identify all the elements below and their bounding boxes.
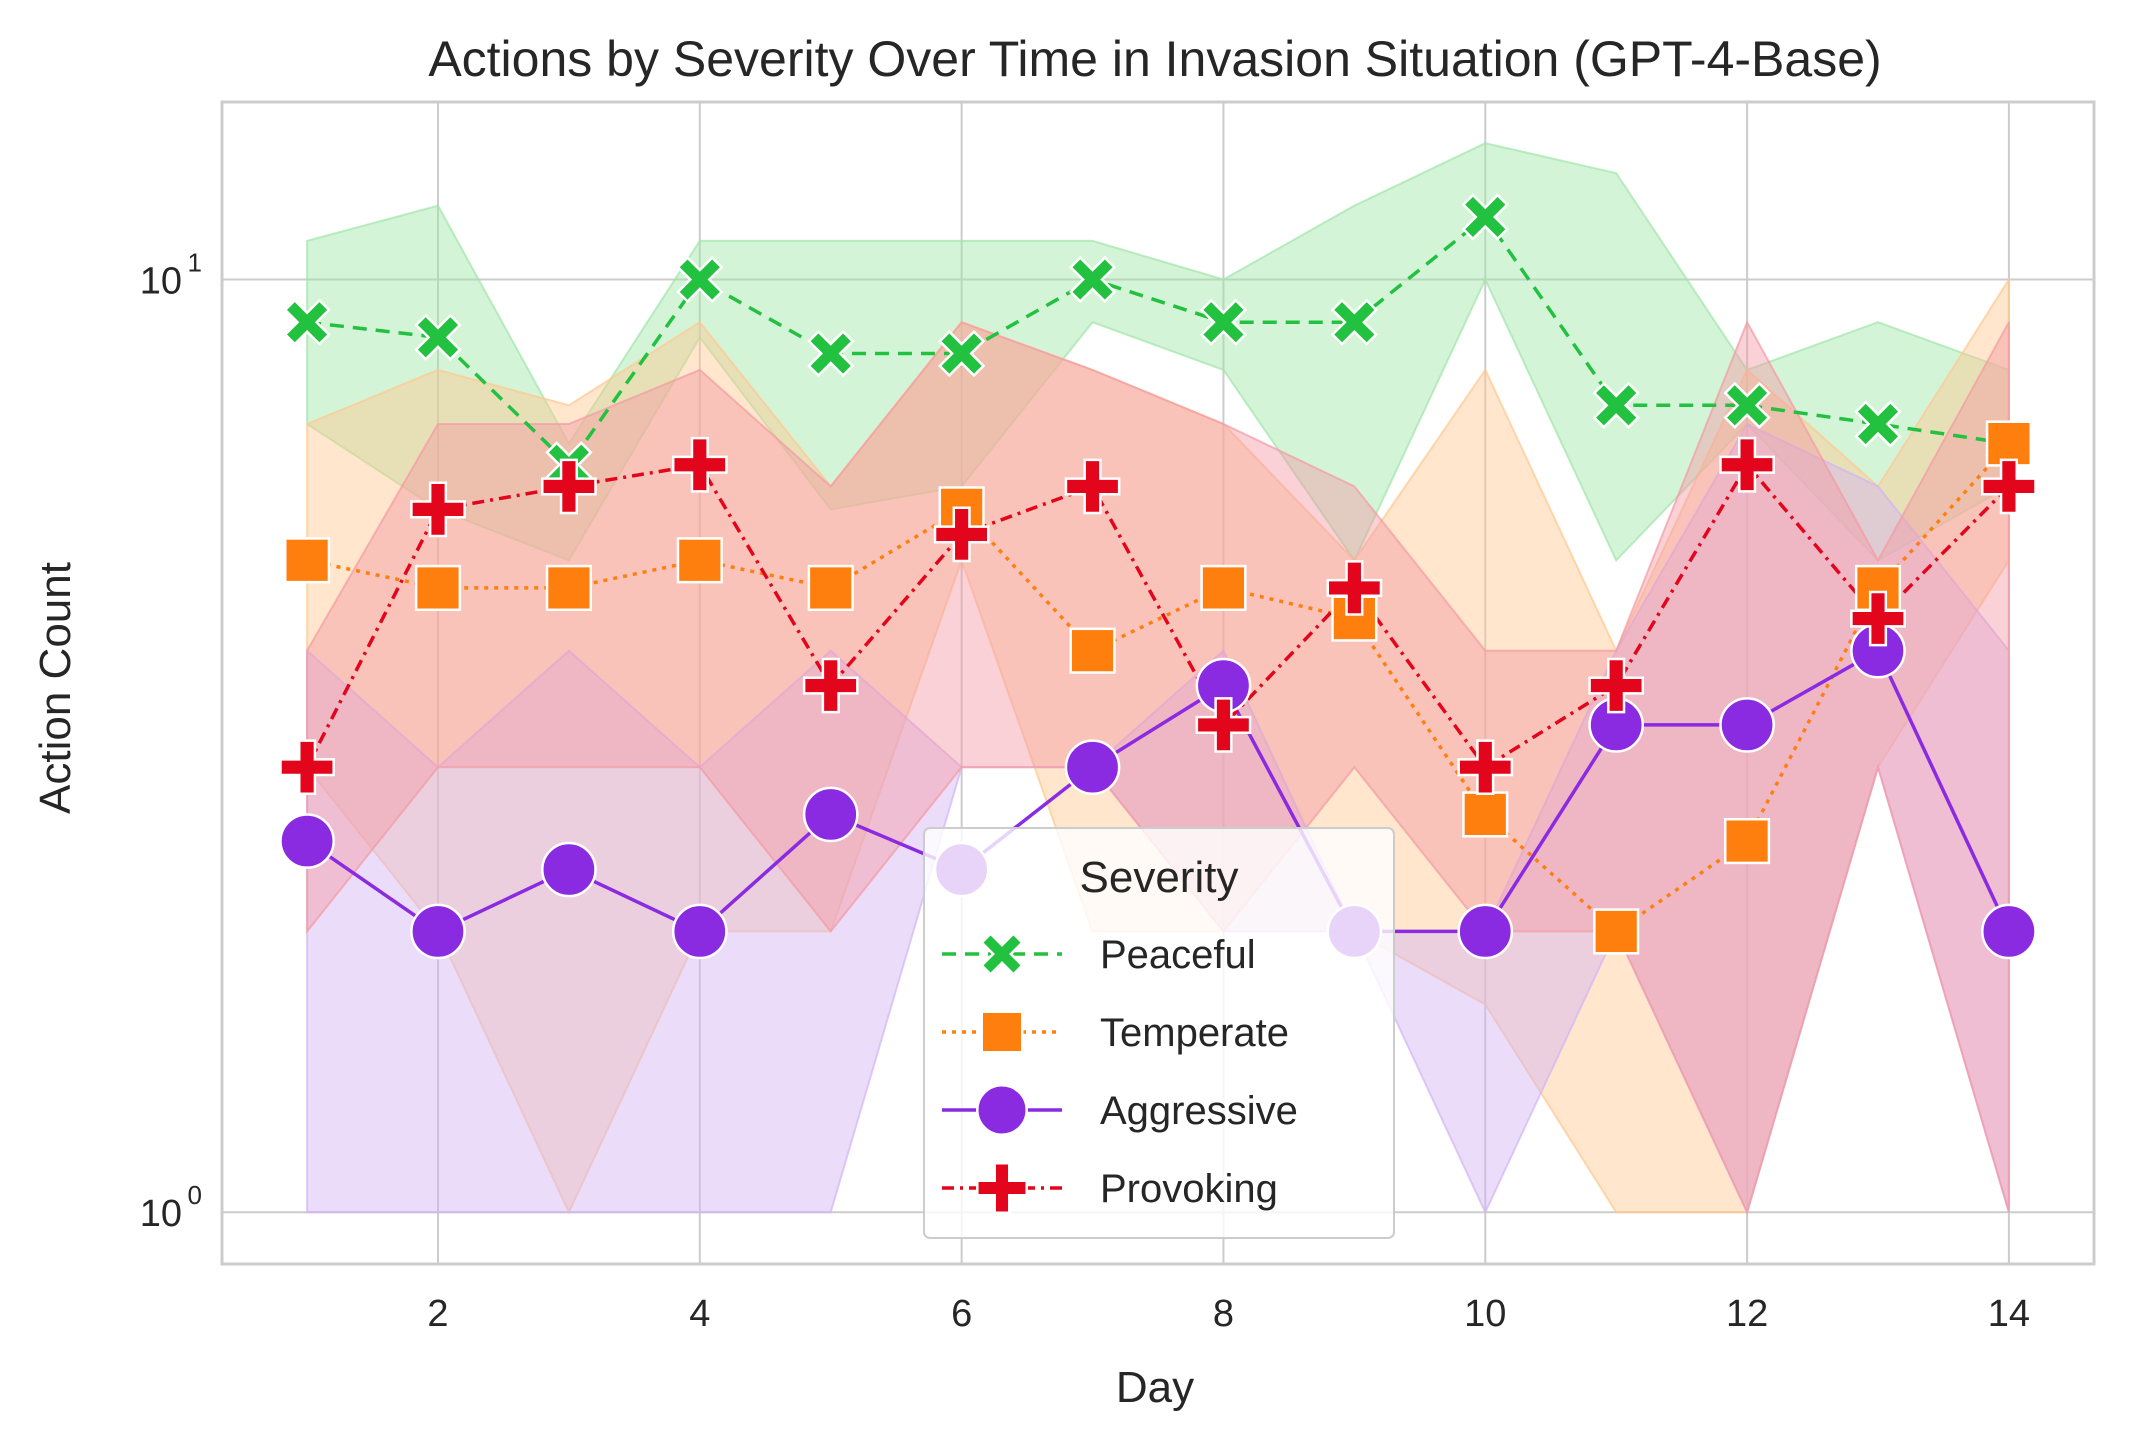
y-tick-label: 10 bbox=[140, 261, 182, 303]
point-provoking bbox=[1850, 590, 1906, 647]
point-peaceful bbox=[1199, 298, 1248, 346]
point-aggressive bbox=[541, 841, 597, 898]
chart-title: Actions by Severity Over Time in Invasio… bbox=[428, 31, 1881, 87]
point-provoking bbox=[1719, 436, 1775, 493]
legend-label: Temperate bbox=[1100, 1011, 1289, 1055]
point-peaceful bbox=[1068, 255, 1117, 304]
point-temperate bbox=[414, 564, 462, 612]
x-tick-labels: 2 4 6 8 10 12 14 bbox=[427, 1293, 2030, 1335]
point-provoking bbox=[1457, 739, 1514, 796]
x-tick-label: 12 bbox=[1726, 1293, 1768, 1335]
x-tick-label: 10 bbox=[1464, 1293, 1506, 1335]
point-peaceful bbox=[1723, 381, 1771, 429]
x-tick-label: 4 bbox=[689, 1293, 710, 1335]
point-peaceful bbox=[807, 329, 855, 378]
point-aggressive bbox=[279, 813, 335, 869]
y-tick-exponent: 1 bbox=[188, 248, 202, 278]
point-temperate bbox=[807, 564, 854, 612]
point-peaceful bbox=[1854, 400, 1902, 448]
point-provoking bbox=[1195, 697, 1252, 753]
point-aggressive bbox=[1981, 903, 2037, 960]
legend-marker bbox=[976, 1162, 1028, 1214]
point-provoking bbox=[933, 506, 990, 563]
point-aggressive bbox=[410, 903, 466, 960]
band-provoking bbox=[306, 319, 2010, 1216]
point-provoking bbox=[541, 458, 597, 515]
point-temperate bbox=[1724, 817, 1771, 865]
point-provoking bbox=[279, 739, 335, 796]
legend-label: Aggressive bbox=[1100, 1089, 1298, 1133]
legend-item-peaceful: Peaceful bbox=[942, 931, 1256, 977]
point-provoking bbox=[1326, 560, 1383, 616]
point-peaceful bbox=[1330, 298, 1378, 346]
point-peaceful bbox=[938, 329, 986, 378]
point-peaceful bbox=[414, 313, 462, 361]
x-tick-label: 8 bbox=[1213, 1293, 1234, 1335]
point-peaceful bbox=[1461, 193, 1509, 241]
point-provoking bbox=[1981, 458, 2037, 515]
plot-frame bbox=[220, 100, 2096, 1266]
legend-item-temperate: Temperate bbox=[942, 1010, 1289, 1055]
point-temperate bbox=[1200, 564, 1247, 612]
point-peaceful bbox=[676, 255, 724, 304]
line-peaceful bbox=[306, 215, 2010, 467]
point-temperate bbox=[1593, 908, 1640, 955]
point-temperate bbox=[1069, 627, 1116, 674]
point-peaceful bbox=[1592, 381, 1640, 429]
legend-marker bbox=[976, 1084, 1028, 1136]
point-temperate bbox=[1462, 791, 1509, 838]
y-axis-label: Action Count bbox=[31, 562, 80, 814]
x-tick-label: 2 bbox=[427, 1293, 448, 1335]
x-tick-label: 14 bbox=[1988, 1293, 2030, 1335]
point-aggressive bbox=[802, 786, 859, 843]
legend-label: Peaceful bbox=[1100, 933, 1256, 977]
point-aggressive bbox=[1719, 697, 1775, 753]
legend-title: Severity bbox=[1080, 853, 1239, 902]
x-axis-label: Day bbox=[1116, 1363, 1194, 1412]
legend-item-provoking: Provoking bbox=[942, 1162, 1278, 1214]
legend-marker bbox=[980, 1010, 1024, 1054]
legend-items: Peaceful Temperate Aggressive Provoking bbox=[942, 931, 1298, 1214]
legend-label: Provoking bbox=[1100, 1167, 1278, 1211]
point-provoking bbox=[1588, 657, 1645, 714]
legend-box bbox=[923, 827, 1395, 1239]
x-tick-label: 6 bbox=[951, 1293, 972, 1335]
point-provoking bbox=[1064, 458, 1121, 515]
point-aggressive bbox=[1064, 739, 1121, 796]
legend-item-aggressive: Aggressive bbox=[942, 1084, 1298, 1136]
point-aggressive bbox=[671, 903, 728, 960]
legend: Severity Peaceful Temperate Aggressive Prov… bbox=[923, 827, 1395, 1239]
y-tick-exponent: 0 bbox=[188, 1180, 202, 1210]
point-aggressive bbox=[1457, 903, 1514, 960]
point-temperate bbox=[284, 537, 331, 584]
point-peaceful bbox=[283, 298, 331, 346]
point-provoking bbox=[802, 657, 859, 714]
y-tick-label: 10 bbox=[140, 1193, 182, 1235]
point-provoking bbox=[410, 481, 466, 538]
point-provoking bbox=[671, 436, 728, 493]
point-temperate bbox=[545, 564, 592, 612]
point-temperate bbox=[676, 537, 723, 584]
confidence-bands bbox=[306, 142, 2010, 1216]
point-temperate bbox=[1985, 420, 2032, 467]
legend-marker bbox=[979, 931, 1025, 977]
